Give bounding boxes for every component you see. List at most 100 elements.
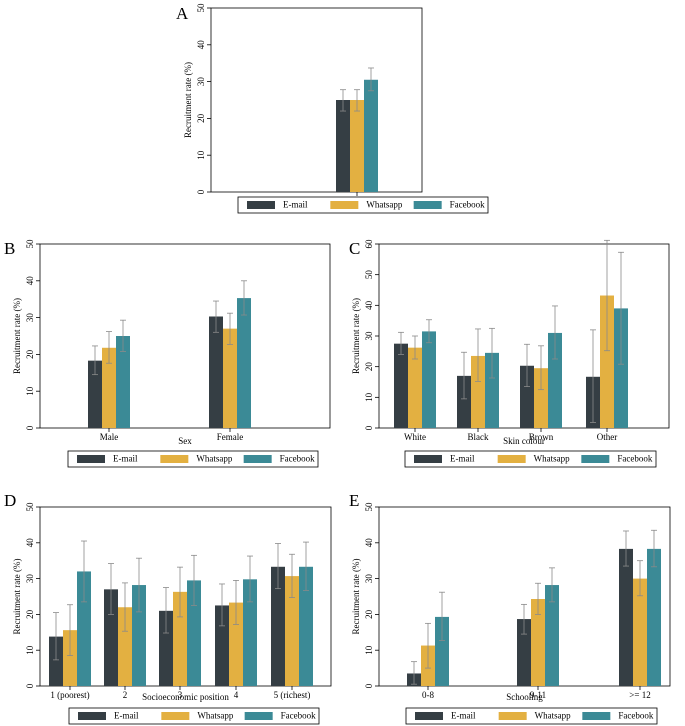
bar-email-1 (104, 589, 118, 686)
panel-label: B (4, 239, 15, 258)
legend-swatch (160, 455, 189, 463)
bar-email-1 (457, 375, 471, 428)
error-bar (67, 604, 73, 656)
plot-frame (210, 7, 423, 193)
bar-facebook-2 (548, 332, 562, 428)
error-bar (538, 345, 544, 391)
error-bar (163, 587, 169, 634)
legend-label: Whatsapp (535, 711, 571, 721)
error-bar (233, 579, 239, 625)
bar-facebook-0 (422, 331, 436, 428)
bar-email-0 (49, 636, 63, 686)
y-tick-label: 10 (364, 645, 374, 655)
y-tick-label: 0 (364, 425, 374, 430)
error-bar (489, 327, 495, 379)
x-tick-label: 1 (poorest) (50, 690, 89, 700)
legend: E-mail Whatsapp Facebook (404, 450, 657, 468)
error-bar (108, 563, 114, 615)
x-tick-label: 3 (178, 690, 183, 700)
y-tick-label: 50 (364, 270, 374, 280)
legend-swatch (582, 712, 611, 720)
legend: E-mail Whatsapp Facebook (67, 450, 319, 468)
legend-swatch (413, 201, 442, 209)
bar-email-2 (619, 548, 633, 686)
legend-swatch (243, 455, 272, 463)
error-bar (289, 553, 295, 598)
error-bar (213, 300, 219, 333)
error-bar (219, 583, 225, 627)
panel-label: D (4, 491, 16, 510)
legend-swatch (330, 201, 359, 209)
y-tick-label: 20 (364, 362, 374, 372)
bar-whatsapp-0 (63, 630, 77, 686)
error-bar (53, 612, 59, 661)
legend-label: E-mail (113, 454, 138, 464)
legend-swatch (78, 712, 106, 720)
bar-email-0 (336, 100, 350, 192)
panel-label: A (176, 4, 189, 23)
bar-whatsapp-0 (102, 347, 116, 428)
legend-swatch (247, 201, 275, 209)
x-tick-label: Female (217, 432, 244, 442)
y-axis-label: Recruitment rate (%) (351, 559, 361, 635)
y-tick-label: 30 (364, 574, 374, 584)
y-tick-label: 10 (364, 392, 374, 402)
y-tick-label: 50 (196, 3, 206, 13)
y-tick-label: 50 (25, 502, 35, 512)
error-bar (227, 312, 233, 345)
y-tick-label: 30 (25, 313, 35, 323)
y-tick-label: 10 (196, 150, 206, 160)
error-bar (303, 541, 309, 591)
error-bar (552, 305, 558, 360)
error-bar (398, 331, 404, 355)
error-bar (120, 319, 126, 352)
error-bar (461, 351, 467, 400)
y-axis-label: Recruitment rate (%) (351, 298, 361, 374)
chart-panel-e: E 0 10 20 30 40 50 Recruitment rate (%) 0-8 9-11 >… (349, 491, 671, 725)
y-tick-label: 0 (25, 425, 35, 430)
y-tick-label: 20 (364, 609, 374, 619)
error-bar (426, 319, 432, 344)
error-bar (411, 661, 417, 685)
bar-whatsapp-1 (223, 328, 237, 428)
bar-whatsapp-1 (118, 607, 132, 686)
error-bar (549, 567, 555, 603)
legend-label: Whatsapp (534, 454, 570, 464)
error-bar (368, 67, 374, 92)
bar-facebook-4 (299, 566, 313, 686)
legend: E-mail Whatsapp Facebook (237, 196, 489, 214)
y-axis-label: Recruitment rate (%) (183, 62, 193, 138)
bar-facebook-0 (116, 336, 130, 428)
y-tick-label: 10 (25, 645, 35, 655)
legend-swatch (415, 712, 443, 720)
legend-label: Whatsapp (197, 711, 233, 721)
legend-swatch (244, 712, 273, 720)
error-bar (623, 530, 629, 567)
error-bar (475, 328, 481, 382)
x-tick-label: 9-11 (530, 690, 546, 700)
y-tick-label: 20 (25, 349, 35, 359)
x-axis-label: Socioeconomic position (142, 692, 229, 702)
x-tick-label: Brown (529, 432, 554, 442)
bar-facebook-3 (243, 579, 257, 686)
chart-panel-d: D 0 10 20 30 40 50 Recruitment rate (%) 1 (poore… (4, 491, 332, 725)
legend-swatch (161, 712, 190, 720)
y-tick-label: 30 (25, 574, 35, 584)
error-bar (177, 566, 183, 618)
error-bar (637, 560, 643, 597)
y-tick-label: 40 (364, 300, 374, 310)
y-tick-label: 40 (25, 276, 35, 286)
error-bar (340, 89, 346, 112)
chart-panel-c: C 0 10 20 30 40 50 60 Recruitment rate (%) White B… (349, 239, 670, 468)
x-tick-label: Other (597, 432, 618, 442)
y-axis-label: Recruitment rate (%) (12, 298, 22, 374)
x-axis-label: Schooling (506, 692, 543, 702)
legend-label: E-mail (450, 454, 475, 464)
error-bar (618, 251, 624, 365)
legend-label: Facebook (617, 454, 652, 464)
error-bar (535, 582, 541, 615)
chart-panel-a: A 0 10 20 30 40 50 Recruitment rate (%) E-mail Wh… (176, 3, 489, 214)
x-tick-label: 5 (richest) (274, 690, 311, 700)
bar-facebook-1 (132, 585, 146, 686)
